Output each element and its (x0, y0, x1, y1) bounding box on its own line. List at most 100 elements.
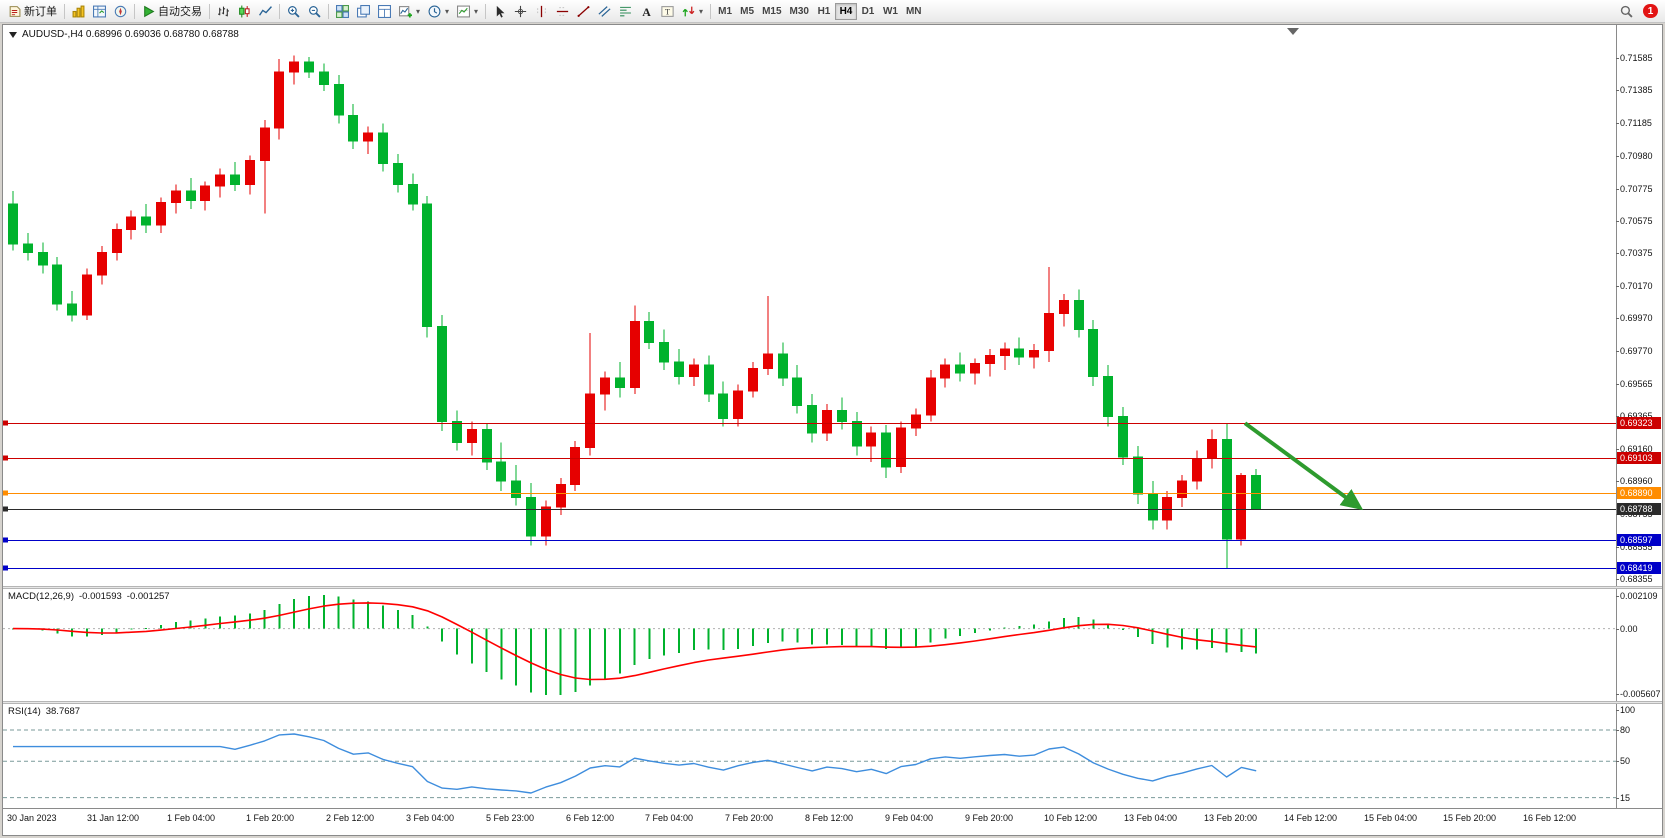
charts-button[interactable] (68, 2, 89, 21)
new-order-button[interactable]: 新订单 (4, 2, 61, 21)
time-label: 16 Feb 12:00 (1523, 813, 1577, 823)
arrows-button[interactable]: ▾ (678, 2, 707, 21)
timeframe-button-w1[interactable]: W1 (879, 3, 902, 20)
periods-button[interactable]: ▾ (424, 2, 453, 21)
macd-bar (160, 625, 162, 629)
candle-body (866, 432, 876, 447)
timeframe-button-mn[interactable]: MN (902, 3, 926, 20)
crosshair-button[interactable] (510, 2, 531, 21)
rsi-label: RSI(14) 38.7687 (8, 706, 85, 717)
price-axis[interactable]: 0.71585 0.71385 0.71185 0.70980 0.70775 0.705… (1616, 25, 1662, 586)
templates-button[interactable]: ▾ (453, 2, 482, 21)
candle-body (526, 496, 536, 537)
notification-badge[interactable]: 1 (1643, 4, 1658, 18)
support-line-blue-1-anchor[interactable] (3, 537, 8, 543)
candle-body (541, 506, 551, 537)
search-button[interactable] (1616, 2, 1637, 21)
equidistant-channel-button[interactable] (594, 2, 615, 21)
chart-shift-marker-icon[interactable] (1287, 28, 1299, 35)
new-chart-button[interactable]: ▾ (395, 2, 424, 21)
market-watch-button[interactable] (89, 2, 110, 21)
candle-body (1222, 438, 1232, 540)
time-label: 5 Feb 23:00 (486, 813, 535, 823)
price-chart-pane[interactable]: 0.71585 0.71385 0.71185 0.70980 0.70775 0.705… (3, 25, 1662, 586)
candle-body (126, 216, 136, 231)
timeframe-button-m30[interactable]: M30 (786, 3, 813, 20)
current-price-line-anchor[interactable] (3, 506, 8, 512)
arrows-icon (682, 5, 695, 18)
time-label: 7 Feb 04:00 (645, 813, 694, 823)
resistance-line-2-anchor[interactable] (3, 455, 8, 461)
text-button[interactable]: A (636, 2, 657, 21)
candlestick-button[interactable] (234, 2, 255, 21)
macd-bar (382, 605, 384, 629)
tile-windows-button[interactable] (332, 2, 353, 21)
timeframe-button-m5[interactable]: M5 (736, 3, 758, 20)
macd-bar (796, 628, 799, 643)
candle-body (585, 393, 595, 448)
macd-bar (204, 618, 207, 629)
time-label: 7 Feb 20:00 (725, 813, 774, 823)
pane-divider[interactable] (3, 701, 1662, 704)
timeframe-button-h1[interactable]: H1 (813, 3, 835, 20)
timeframe-button-d1[interactable]: D1 (857, 3, 879, 20)
trend-arrow[interactable] (1243, 421, 1364, 511)
candle-body (23, 243, 33, 253)
candle-body (718, 393, 728, 419)
resistance-line-1-anchor[interactable] (3, 420, 8, 426)
horizontal-line-button[interactable] (552, 2, 573, 21)
price-tick: 0.68555 (1616, 542, 1653, 552)
one-click-trading-toggle-icon[interactable] (9, 31, 17, 38)
cascade-button[interactable] (353, 2, 374, 21)
autotrading-button[interactable]: 自动交易 (138, 2, 206, 21)
timeframe-button-h4[interactable]: H4 (834, 2, 857, 20)
macd-bar (1122, 628, 1124, 630)
candle-body (630, 321, 640, 389)
candle-body (1074, 300, 1084, 331)
pane-divider[interactable] (3, 586, 1662, 589)
zoom-in-button[interactable] (283, 2, 304, 21)
bar-chart-button[interactable] (213, 2, 234, 21)
candle-body (348, 114, 358, 142)
rsi-tick-50: 50 (1615, 756, 1631, 766)
navigator-button[interactable] (110, 2, 131, 21)
zoom-out-button[interactable] (304, 2, 325, 21)
hline-icon (556, 5, 569, 18)
support-line-orange-tag: 0.68890 (1617, 487, 1661, 499)
vertical-line-button[interactable] (531, 2, 552, 21)
timeframe-button-m15[interactable]: M15 (758, 3, 785, 20)
line-chart-button[interactable] (255, 2, 276, 21)
rsi-chart[interactable] (3, 704, 1616, 808)
market-watch-icon (93, 5, 106, 18)
candles (8, 55, 1261, 569)
trendline-button[interactable] (573, 2, 594, 21)
macd-bar (722, 628, 725, 651)
rsi-pane[interactable]: 100 80 50 15 RSI(14) 38.7687 (3, 704, 1662, 808)
macd-chart[interactable] (3, 589, 1616, 701)
support-line-orange-anchor[interactable] (3, 490, 8, 496)
candle-body (615, 377, 625, 389)
support-line-blue-1-tag: 0.68597 (1617, 534, 1661, 546)
crosshair-icon (514, 5, 527, 18)
time-label: 13 Feb 04:00 (1124, 813, 1178, 823)
macd-bar (826, 628, 828, 645)
macd-bar (648, 628, 651, 660)
candle-body (1162, 496, 1172, 521)
arrange-button[interactable] (374, 2, 395, 21)
macd-pane[interactable]: 0.002109 0.00 -0.005607 MACD(12,26,9) -0.00… (3, 589, 1662, 701)
cursor-button[interactable] (489, 2, 510, 21)
text-label-button[interactable]: T (657, 2, 678, 21)
candle-body (304, 61, 314, 73)
support-line-blue-2-anchor[interactable] (3, 565, 8, 571)
macd-bar (974, 628, 976, 633)
macd-bar (456, 628, 458, 655)
macd-bar (515, 628, 518, 686)
time-axis[interactable]: 30 Jan 2023 31 Jan 12:00 1 Feb 04:00 1 Feb … (3, 808, 1662, 835)
candle-body (467, 429, 477, 444)
price-chart[interactable] (3, 25, 1616, 586)
macd-bar (633, 628, 636, 665)
price-tick: 0.68355 (1616, 574, 1653, 584)
timeframe-button-m1[interactable]: M1 (714, 3, 736, 20)
time-label: 1 Feb 20:00 (246, 813, 295, 823)
fibonacci-button[interactable] (615, 2, 636, 21)
